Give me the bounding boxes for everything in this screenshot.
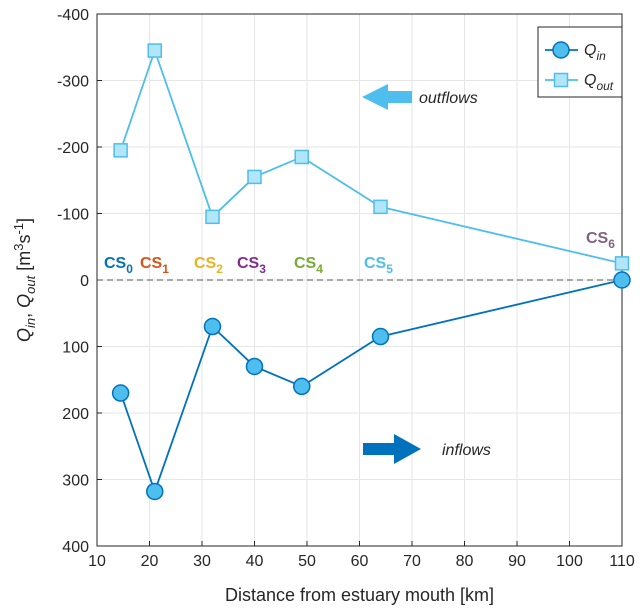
- cs-label-main: CS: [364, 255, 387, 272]
- y-tick-label: -100: [57, 207, 89, 224]
- marker: [113, 143, 128, 158]
- cs-label-sub: 5: [386, 262, 393, 276]
- y-tick-label: 0: [80, 273, 89, 290]
- y-axis-label-part: 3: [11, 244, 26, 251]
- marker: [205, 209, 220, 225]
- y-axis-label-part: Q: [14, 328, 34, 342]
- y-axis-label-part: in: [23, 318, 38, 328]
- cs-label-main: CS: [586, 230, 609, 247]
- cs-label-main: CS: [237, 255, 260, 272]
- x-axis-label: Distance from estuary mouth [km]: [225, 585, 494, 605]
- y-tick-label: -300: [57, 74, 89, 91]
- y-tick-label: -400: [57, 7, 89, 24]
- y-axis-label-part: s: [14, 235, 34, 244]
- cs-label-sub: 6: [608, 237, 615, 251]
- x-tick-label: 50: [298, 553, 316, 570]
- legend-label-sub: out: [596, 79, 613, 93]
- cs-label-sub: 2: [216, 262, 223, 276]
- x-tick-label: 110: [609, 553, 635, 570]
- legend-box: [537, 26, 623, 98]
- cs-label: CS4: [294, 255, 323, 276]
- series-line: [119, 279, 623, 495]
- cs-label-sub: 0: [126, 262, 133, 276]
- cs-label: CS6: [586, 230, 615, 251]
- marker: [373, 199, 388, 215]
- cs-label-sub: 3: [259, 262, 266, 276]
- marker: [247, 169, 262, 185]
- x-tick-label: 20: [141, 553, 159, 570]
- y-axis-label-part: Q: [14, 294, 34, 308]
- cs-label-main: CS: [194, 255, 217, 272]
- legend-label-sub: in: [596, 49, 606, 63]
- legend-label-main: Q: [584, 42, 596, 59]
- cs-label: CS5: [364, 255, 393, 276]
- marker: [293, 377, 311, 396]
- marker: [146, 482, 164, 501]
- cs-label-sub: 1: [162, 262, 169, 276]
- cs-label: CS1: [140, 255, 169, 276]
- y-tick-label: 300: [62, 473, 89, 490]
- legend-label: Qin: [584, 42, 606, 63]
- outflow-arrow: [362, 84, 412, 110]
- marker: [613, 271, 631, 289]
- x-tick-label: 90: [508, 553, 526, 570]
- x-tick-label: 80: [456, 553, 474, 570]
- x-tick-label: 60: [351, 553, 369, 570]
- inflow-arrow: [363, 434, 421, 464]
- legend-marker: [552, 41, 570, 59]
- marker: [614, 256, 630, 271]
- x-tick-label: 70: [403, 553, 421, 570]
- annotation: inflows: [442, 442, 491, 459]
- y-axis-label-part: ]: [14, 218, 34, 223]
- y-axis-label-part: ,: [14, 308, 34, 318]
- marker: [203, 317, 222, 336]
- x-tick-label: 100: [556, 553, 583, 570]
- y-axis-label-part: [m: [14, 251, 34, 276]
- y-tick-label: 200: [62, 406, 89, 423]
- cs-label: CS0: [104, 255, 133, 276]
- y-tick-label: 400: [62, 539, 89, 556]
- y-tick-label: -200: [57, 140, 89, 157]
- cs-label-main: CS: [140, 255, 163, 272]
- x-tick-label: 10: [88, 553, 106, 570]
- y-axis-label-part: out: [23, 274, 38, 293]
- cs-label-sub: 4: [316, 262, 323, 276]
- x-tick-label: 40: [246, 553, 264, 570]
- cs-label: CS3: [237, 255, 266, 276]
- marker: [147, 43, 162, 58]
- cs-label-main: CS: [294, 255, 317, 272]
- x-tick-label: 30: [193, 553, 211, 570]
- marker: [371, 327, 390, 346]
- y-tick-label: 100: [62, 340, 89, 357]
- marker: [245, 357, 264, 376]
- cs-label: CS2: [194, 255, 223, 276]
- cs-label-main: CS: [104, 255, 127, 272]
- marker: [294, 149, 309, 165]
- legend-marker: [553, 72, 569, 88]
- legend-label-main: Q: [584, 72, 596, 89]
- legend-label: Qout: [584, 72, 614, 93]
- y-axis-label-part: -1: [11, 223, 26, 235]
- marker: [111, 384, 130, 402]
- y-axis-label: Qin, Qout [m3s-1]: [11, 218, 38, 342]
- annotation: outflows: [419, 90, 478, 107]
